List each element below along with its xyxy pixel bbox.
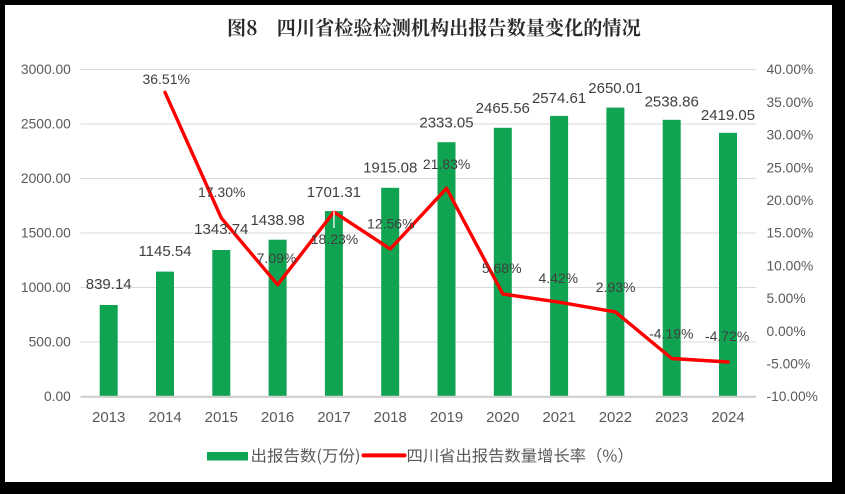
svg-text:2333.05: 2333.05 — [419, 115, 473, 132]
svg-text:3000.00: 3000.00 — [21, 62, 71, 77]
svg-text:35.00%: 35.00% — [767, 95, 814, 110]
svg-text:2018: 2018 — [374, 409, 407, 426]
svg-text:2538.86: 2538.86 — [645, 93, 699, 110]
svg-text:2024: 2024 — [711, 409, 744, 426]
svg-text:2023: 2023 — [655, 409, 688, 426]
svg-text:500.00: 500.00 — [29, 335, 72, 350]
svg-text:5.00%: 5.00% — [767, 291, 806, 306]
svg-text:1343.74: 1343.74 — [194, 221, 248, 238]
svg-text:2022: 2022 — [599, 409, 632, 426]
svg-text:2465.56: 2465.56 — [476, 100, 530, 117]
svg-text:-4.19%: -4.19% — [649, 326, 693, 342]
svg-text:2020: 2020 — [486, 409, 519, 426]
svg-text:2419.05: 2419.05 — [701, 107, 755, 124]
svg-text:839.14: 839.14 — [86, 276, 132, 293]
svg-text:1438.98: 1438.98 — [250, 212, 304, 229]
svg-text:7.09%: 7.09% — [257, 250, 297, 266]
svg-text:5.68%: 5.68% — [482, 260, 522, 276]
svg-text:2000.00: 2000.00 — [21, 171, 71, 186]
svg-text:21.83%: 21.83% — [423, 156, 470, 172]
svg-text:2013: 2013 — [92, 409, 125, 426]
svg-text:-4.72%: -4.72% — [705, 328, 749, 344]
svg-text:12.56%: 12.56% — [367, 215, 414, 231]
svg-text:2019: 2019 — [430, 409, 463, 426]
svg-text:40.00%: 40.00% — [767, 62, 814, 77]
svg-text:-5.00%: -5.00% — [767, 357, 811, 372]
svg-text:0.00%: 0.00% — [767, 324, 806, 339]
svg-text:2014: 2014 — [148, 409, 181, 426]
svg-text:2015: 2015 — [205, 409, 238, 426]
svg-text:30.00%: 30.00% — [767, 128, 814, 143]
svg-text:2574.61: 2574.61 — [532, 90, 586, 107]
svg-text:-10.00%: -10.00% — [767, 389, 818, 404]
svg-text:10.00%: 10.00% — [767, 258, 814, 273]
svg-text:0.00: 0.00 — [44, 389, 71, 404]
svg-text:1701.31: 1701.31 — [307, 184, 361, 201]
svg-text:2.93%: 2.93% — [596, 279, 636, 295]
svg-text:18.23%: 18.23% — [311, 231, 358, 247]
svg-text:2650.01: 2650.01 — [588, 80, 642, 97]
svg-text:17.30%: 17.30% — [198, 184, 245, 200]
svg-text:4.42%: 4.42% — [538, 270, 578, 286]
svg-text:2016: 2016 — [261, 409, 294, 426]
svg-text:20.00%: 20.00% — [767, 193, 814, 208]
svg-text:1915.08: 1915.08 — [363, 159, 417, 176]
svg-text:2500.00: 2500.00 — [21, 117, 71, 132]
svg-text:1000.00: 1000.00 — [21, 280, 71, 295]
svg-text:2021: 2021 — [542, 409, 575, 426]
svg-text:2017: 2017 — [317, 409, 350, 426]
svg-text:1145.54: 1145.54 — [138, 243, 191, 260]
svg-text:15.00%: 15.00% — [767, 226, 814, 241]
svg-text:1500.00: 1500.00 — [21, 226, 71, 241]
svg-text:25.00%: 25.00% — [767, 160, 814, 175]
svg-text:36.51%: 36.51% — [142, 71, 189, 87]
